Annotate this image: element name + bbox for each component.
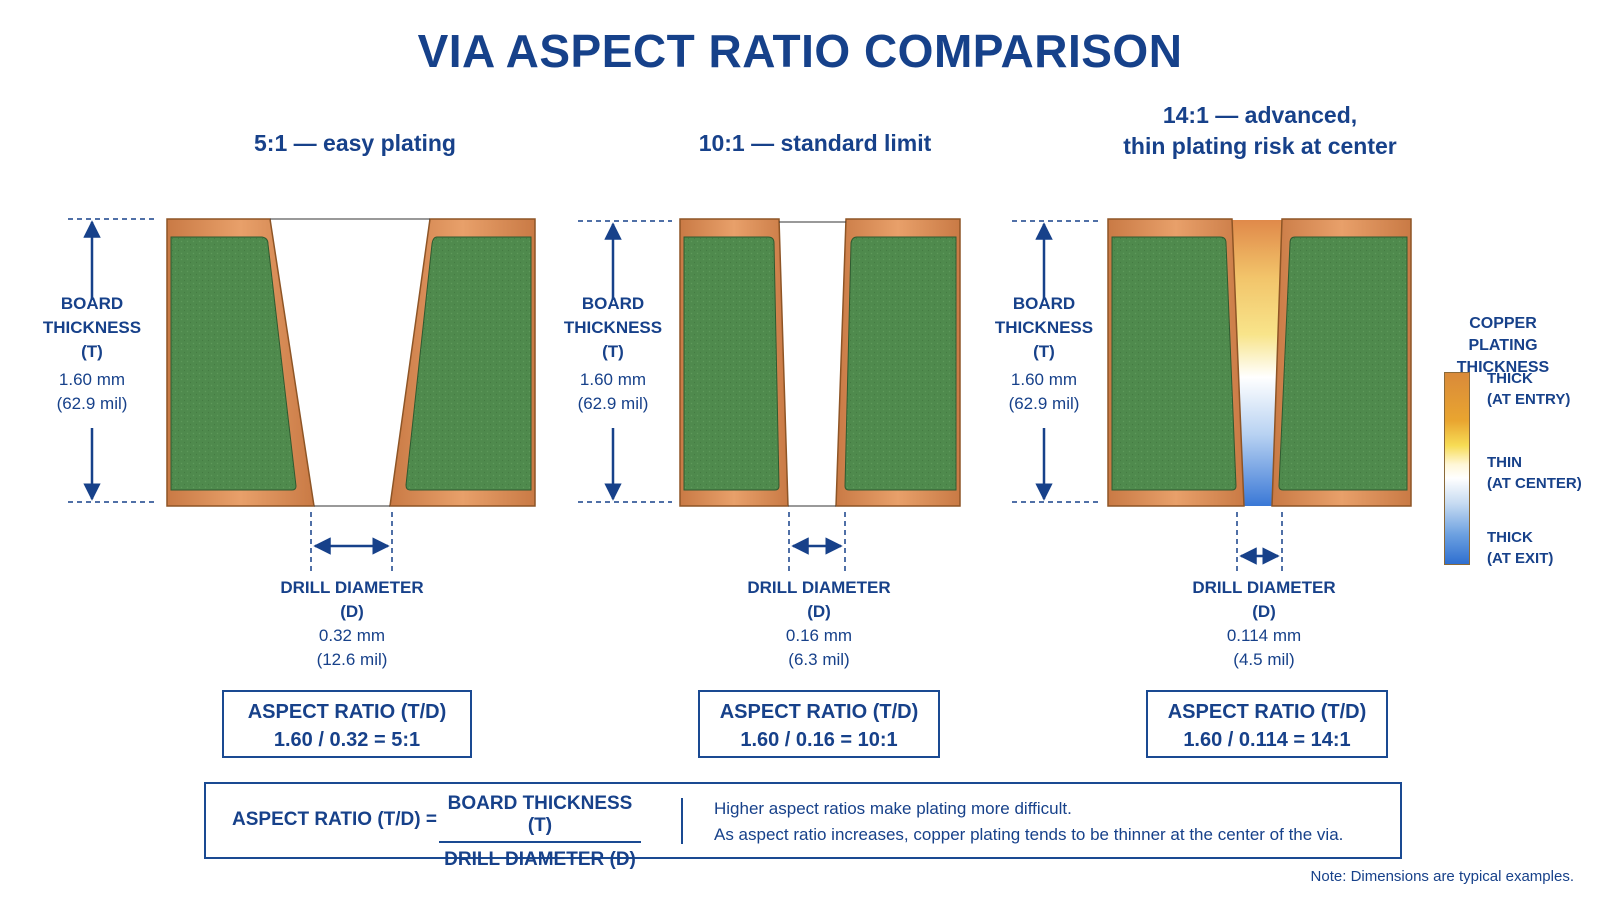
drill-mil: (6.3 mil)	[788, 650, 850, 669]
via-1-ratio-box: ASPECT RATIO (T/D) 1.60 / 0.32 = 5:1	[222, 690, 472, 758]
drill-symbol: (D)	[340, 602, 364, 621]
thickness-label-1: BOARD	[581, 294, 645, 313]
formula-denominator: DRILL DIAMETER (D)	[444, 849, 636, 870]
thickness-label-2: THICKNESS	[42, 318, 142, 337]
drill-label: DRILL DIAMETER	[1192, 578, 1336, 597]
drill-mil: (12.6 mil)	[316, 650, 388, 669]
legend-thin-center: THIN (AT CENTER)	[1487, 452, 1582, 494]
thickness-mm: 1.60 mm	[1010, 370, 1078, 389]
legend-gradient-bar	[1444, 372, 1470, 565]
thickness-label-2: THICKNESS	[563, 318, 663, 337]
ratio-formula: 1.60 / 0.16 = 10:1	[740, 729, 898, 751]
drill-mil: (4.5 mil)	[1233, 650, 1295, 669]
formula-note-2: As aspect ratio increases, copper platin…	[714, 825, 1344, 844]
formula-box: ASPECT RATIO (T/D) = BOARD THICKNESS (T)…	[204, 782, 1402, 870]
legend-thick-entry: THICK (AT ENTRY)	[1487, 368, 1570, 410]
formula-divider	[681, 798, 683, 844]
via-2-thickness-label: BOARD THICKNESS (T) 1.60 mm (62.9 mil)	[543, 292, 683, 416]
thickness-symbol: (T)	[602, 342, 624, 361]
right-board	[405, 236, 532, 491]
left-board	[683, 236, 780, 491]
via-2-drill-label: DRILL DIAMETER (D) 0.16 mm (6.3 mil)	[719, 576, 919, 672]
via-3-diagram	[1012, 218, 1412, 575]
drill-symbol: (D)	[807, 602, 831, 621]
via-2-heading: 10:1 — standard limit	[620, 128, 1010, 159]
via-1-thickness-label: BOARD THICKNESS (T) 1.60 mm (62.9 mil)	[22, 292, 162, 416]
legend-thick-entry-line-1: THICK	[1487, 370, 1533, 387]
formula-notes: Higher aspect ratios make plating more d…	[714, 796, 1343, 848]
legend-thick-exit: THICK (AT EXIT)	[1487, 527, 1553, 569]
thickness-symbol: (T)	[81, 342, 103, 361]
drill-symbol: (D)	[1252, 602, 1276, 621]
thickness-label-1: BOARD	[1012, 294, 1076, 313]
via-3-thickness-label: BOARD THICKNESS (T) 1.60 mm (62.9 mil)	[974, 292, 1114, 416]
right-board	[844, 236, 957, 491]
ratio-formula: 1.60 / 0.114 = 14:1	[1183, 729, 1351, 751]
thickness-label-1: BOARD	[60, 294, 124, 313]
via-3-ratio-box: ASPECT RATIO (T/D) 1.60 / 0.114 = 14:1	[1146, 690, 1388, 758]
via-1-heading: 5:1 — easy plating	[180, 128, 530, 159]
thickness-symbol: (T)	[1033, 342, 1055, 361]
via-1-heading-line: 5:1 — easy plating	[254, 130, 456, 156]
ratio-label: ASPECT RATIO (T/D)	[247, 701, 447, 723]
via-1-diagram	[68, 218, 536, 575]
via-3-heading-line-1: 14:1 — advanced,	[1162, 102, 1358, 128]
formula-numerator: BOARD THICKNESS (T)	[439, 793, 641, 843]
via-3-heading-line-2: thin plating risk at center	[1123, 133, 1397, 159]
legend-thin-center-line-1: THIN	[1487, 454, 1522, 471]
page-title: VIA ASPECT RATIO COMPARISON	[417, 25, 1183, 77]
ratio-label: ASPECT RATIO (T/D)	[719, 701, 919, 723]
right-board	[1278, 236, 1408, 491]
legend-title-line-1: COPPER PLATING	[1468, 315, 1538, 354]
thickness-mil: (62.9 mil)	[56, 394, 128, 413]
via-2-heading-line: 10:1 — standard limit	[698, 130, 932, 156]
drill-label: DRILL DIAMETER	[280, 578, 424, 597]
via-2-diagram	[578, 218, 961, 575]
ratio-formula: 1.60 / 0.32 = 5:1	[273, 729, 421, 751]
drill-mm: 0.32 mm	[318, 626, 386, 645]
thickness-mm: 1.60 mm	[579, 370, 647, 389]
via-2-ratio-box: ASPECT RATIO (T/D) 1.60 / 0.16 = 10:1	[698, 690, 940, 758]
drill-label: DRILL DIAMETER	[747, 578, 891, 597]
legend-thick-exit-line-1: THICK	[1487, 529, 1533, 546]
via-3-heading: 14:1 — advanced, thin plating risk at ce…	[1050, 100, 1470, 162]
left-board	[170, 236, 297, 491]
thickness-mil: (62.9 mil)	[1008, 394, 1080, 413]
ratio-label: ASPECT RATIO (T/D)	[1167, 701, 1367, 723]
legend-title: COPPER PLATING THICKNESS	[1433, 313, 1573, 379]
thickness-mm: 1.60 mm	[58, 370, 126, 389]
legend-thick-entry-line-2: (AT ENTRY)	[1487, 391, 1571, 408]
footnote: Note: Dimensions are typical examples.	[1310, 868, 1574, 885]
drill-mm: 0.16 mm	[785, 626, 853, 645]
formula-fraction: BOARD THICKNESS (T) DRILL DIAMETER (D)	[439, 793, 641, 871]
legend-thick-exit-line-2: (AT EXIT)	[1487, 550, 1554, 567]
formula-lhs: ASPECT RATIO (T/D) =	[232, 809, 437, 830]
thickness-mil: (62.9 mil)	[577, 394, 649, 413]
via-1-drill-label: DRILL DIAMETER (D) 0.32 mm (12.6 mil)	[252, 576, 452, 672]
formula-note-1: Higher aspect ratios make plating more d…	[714, 799, 1072, 818]
left-board	[1111, 236, 1237, 491]
thickness-label-2: THICKNESS	[994, 318, 1094, 337]
legend-thin-center-line-2: (AT CENTER)	[1487, 475, 1582, 492]
drill-mm: 0.114 mm	[1226, 626, 1302, 645]
via-3-drill-label: DRILL DIAMETER (D) 0.114 mm (4.5 mil)	[1164, 576, 1364, 672]
legend-title-line-2: THICKNESS	[1456, 359, 1550, 376]
